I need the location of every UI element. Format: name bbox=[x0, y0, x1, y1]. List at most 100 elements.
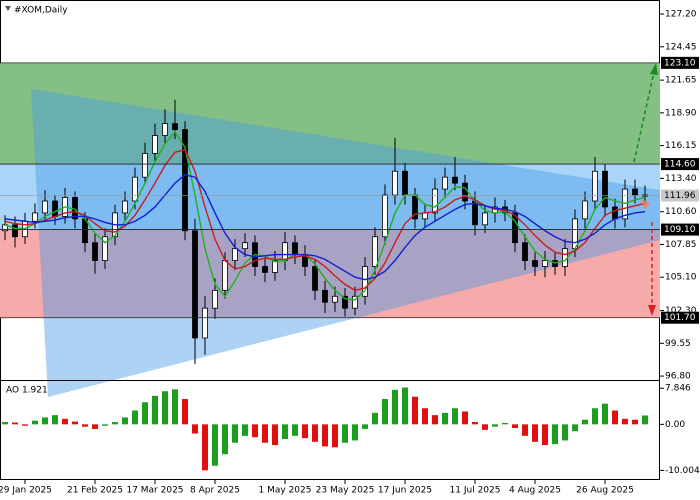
ao-bar bbox=[42, 417, 48, 425]
ao-bar bbox=[192, 424, 198, 434]
candle-body bbox=[512, 212, 518, 244]
candle-body bbox=[42, 200, 48, 214]
candle-body bbox=[452, 176, 458, 184]
ao-bar bbox=[362, 424, 368, 429]
ao-bar bbox=[82, 424, 88, 427]
candle-body bbox=[182, 129, 188, 232]
ao-bar bbox=[402, 387, 408, 425]
up-arrow-head bbox=[650, 63, 658, 75]
candle-body bbox=[482, 212, 488, 226]
ao-bar bbox=[2, 422, 8, 425]
candle-body bbox=[202, 307, 208, 339]
candle-body bbox=[102, 236, 108, 261]
candle-body bbox=[522, 242, 528, 261]
candle-body bbox=[582, 200, 588, 220]
up-arrow-line bbox=[633, 71, 655, 163]
y-tick-label: -10.004 bbox=[665, 466, 700, 476]
candle-body bbox=[132, 176, 138, 202]
ao-bar bbox=[162, 391, 168, 425]
candle-body bbox=[12, 224, 18, 238]
ao-bar bbox=[332, 424, 338, 448]
candle-body bbox=[292, 242, 298, 255]
last-price-box bbox=[661, 189, 699, 202]
ao-bar bbox=[532, 424, 538, 442]
candle-body bbox=[232, 248, 238, 261]
candle-body bbox=[72, 197, 78, 220]
ao-bar bbox=[592, 408, 598, 425]
ao-title: AO 1.921 bbox=[6, 386, 48, 396]
ao-bar bbox=[112, 422, 118, 425]
level-label: 123.10 bbox=[664, 58, 696, 68]
ao-bar bbox=[622, 418, 628, 425]
ao-bar bbox=[462, 411, 468, 425]
candle-body bbox=[632, 188, 638, 196]
y-tick-label: 116.15 bbox=[665, 141, 697, 151]
ao-bar bbox=[542, 424, 548, 446]
x-tick-label: 4 Aug 2025 bbox=[509, 486, 561, 496]
candle-body bbox=[472, 200, 478, 226]
y-tick-label: 102.30 bbox=[665, 306, 697, 316]
ao-bar bbox=[292, 424, 298, 436]
ao-bar bbox=[342, 424, 348, 443]
level-label: 101.70 bbox=[664, 313, 696, 323]
ao-bar bbox=[492, 424, 498, 427]
ao-bar bbox=[322, 424, 328, 447]
ao-bar bbox=[392, 389, 398, 425]
last-price-label: 111.96 bbox=[664, 191, 696, 201]
marks bbox=[0, 62, 660, 471]
candle-body bbox=[92, 242, 98, 261]
ao-bar bbox=[572, 424, 578, 432]
candle-body bbox=[362, 266, 368, 297]
candle-body bbox=[172, 123, 178, 130]
candle-body bbox=[52, 200, 58, 217]
candle-body bbox=[442, 176, 448, 190]
candle-body bbox=[262, 266, 268, 273]
candle-body bbox=[382, 194, 388, 238]
y-tick-label: 105.10 bbox=[665, 273, 697, 283]
ao-bar bbox=[632, 419, 638, 425]
ao-bar bbox=[612, 410, 618, 425]
ao-bar bbox=[132, 410, 138, 425]
ao-bar bbox=[232, 424, 238, 443]
ao-bar bbox=[522, 424, 528, 436]
candle-body bbox=[272, 260, 278, 273]
candle-body bbox=[462, 182, 468, 202]
y-tick-label: 118.90 bbox=[665, 108, 697, 118]
ao-bar bbox=[142, 402, 148, 425]
ao-bar bbox=[122, 417, 128, 425]
candle-body bbox=[542, 260, 548, 267]
level-label: 114.60 bbox=[664, 160, 696, 170]
ao-bar bbox=[452, 408, 458, 425]
ao-bar bbox=[32, 420, 38, 425]
ao-bar bbox=[22, 424, 28, 426]
ao-bar bbox=[12, 422, 18, 425]
ao-bar bbox=[152, 395, 158, 425]
ao-bar bbox=[182, 399, 188, 425]
candle-body bbox=[342, 295, 348, 309]
x-tick-label: 26 Aug 2025 bbox=[576, 486, 634, 496]
level-zone bbox=[0, 229, 660, 318]
ao-bar bbox=[302, 424, 308, 439]
ao-bar bbox=[562, 424, 568, 441]
ao-bar bbox=[412, 396, 418, 425]
ao-bar bbox=[512, 424, 518, 429]
candle-body bbox=[142, 152, 148, 178]
level-label-box bbox=[661, 158, 699, 171]
candle-body bbox=[222, 260, 228, 291]
level-label-box bbox=[661, 56, 699, 69]
candle-body bbox=[312, 266, 318, 291]
y-tick-label: 110.60 bbox=[665, 207, 697, 217]
candle-body bbox=[212, 289, 218, 309]
ao-bar bbox=[222, 424, 228, 455]
forecast-marker bbox=[640, 198, 650, 210]
moving-average bbox=[4, 148, 646, 292]
candle-body bbox=[352, 295, 358, 309]
ao-bar bbox=[272, 424, 278, 446]
candle-body bbox=[282, 242, 288, 261]
moving-average bbox=[4, 130, 646, 301]
candle-body bbox=[32, 212, 38, 222]
candle-body bbox=[402, 170, 408, 196]
candle-body bbox=[592, 170, 598, 202]
y-tick-label: 113.40 bbox=[665, 174, 697, 184]
